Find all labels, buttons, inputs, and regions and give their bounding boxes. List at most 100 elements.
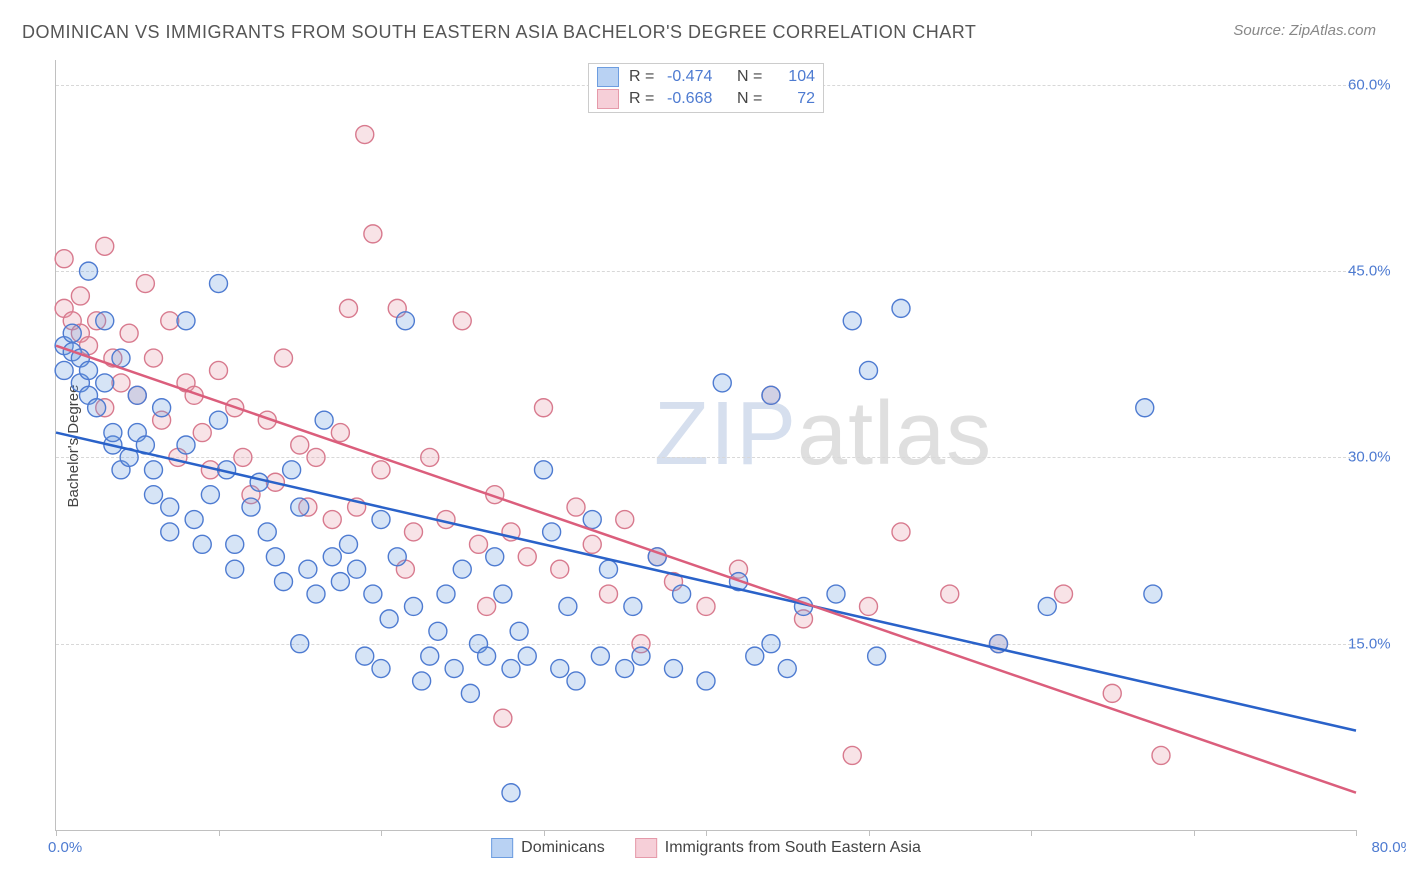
data-point: [518, 548, 536, 566]
data-point: [632, 647, 650, 665]
data-point: [372, 511, 390, 529]
data-point: [843, 312, 861, 330]
data-point: [673, 585, 691, 603]
data-point: [445, 660, 463, 678]
series-legend-seasia: Immigrants from South Eastern Asia: [635, 838, 921, 858]
data-point: [275, 349, 293, 367]
data-point: [502, 784, 520, 802]
legend-n-label: N =: [737, 66, 765, 88]
data-point: [551, 660, 569, 678]
data-point: [892, 299, 910, 317]
data-point: [543, 523, 561, 541]
data-point: [567, 672, 585, 690]
data-point: [275, 573, 293, 591]
data-point: [226, 560, 244, 578]
data-point: [323, 548, 341, 566]
data-point: [405, 523, 423, 541]
data-point: [583, 535, 601, 553]
data-point: [145, 349, 163, 367]
data-point: [762, 386, 780, 404]
chart-svg: [56, 60, 1356, 830]
source-label: Source: ZipAtlas.com: [1233, 22, 1376, 39]
source-prefix: Source:: [1233, 22, 1285, 39]
data-point: [405, 597, 423, 615]
data-point: [307, 585, 325, 603]
data-point: [185, 511, 203, 529]
data-point: [307, 448, 325, 466]
ytick-label: 45.0%: [1348, 263, 1406, 280]
data-point: [291, 635, 309, 653]
data-point: [96, 237, 114, 255]
data-point: [843, 746, 861, 764]
data-point: [128, 386, 146, 404]
data-point: [96, 374, 114, 392]
legend-n-label: N =: [737, 88, 765, 110]
data-point: [396, 312, 414, 330]
data-point: [63, 324, 81, 342]
data-point: [616, 511, 634, 529]
data-point: [1055, 585, 1073, 603]
series-label-seasia: Immigrants from South Eastern Asia: [665, 839, 921, 857]
series-legend-dominicans: Dominicans: [491, 838, 605, 858]
data-point: [697, 597, 715, 615]
correlation-legend: R = -0.474 N = 104 R = -0.668 N = 72: [588, 63, 824, 113]
data-point: [551, 560, 569, 578]
data-point: [453, 560, 471, 578]
data-point: [210, 361, 228, 379]
data-point: [96, 312, 114, 330]
data-point: [388, 548, 406, 566]
legend-r-dominicans: -0.474: [667, 66, 727, 88]
data-point: [145, 461, 163, 479]
data-point: [226, 535, 244, 553]
data-point: [941, 585, 959, 603]
data-point: [600, 585, 618, 603]
plot-area: ZIPatlas 15.0%30.0%45.0%60.0% 0.0% 80.0%…: [55, 60, 1356, 831]
data-point: [827, 585, 845, 603]
data-point: [494, 709, 512, 727]
data-point: [234, 448, 252, 466]
data-point: [478, 647, 496, 665]
data-point: [283, 461, 301, 479]
data-point: [453, 312, 471, 330]
data-point: [892, 523, 910, 541]
data-point: [778, 660, 796, 678]
chart-title: DOMINICAN VS IMMIGRANTS FROM SOUTH EASTE…: [22, 22, 976, 43]
data-point: [55, 250, 73, 268]
data-point: [518, 647, 536, 665]
data-point: [177, 436, 195, 454]
ytick-label: 60.0%: [1348, 76, 1406, 93]
data-point: [112, 349, 130, 367]
data-point: [1038, 597, 1056, 615]
data-point: [860, 597, 878, 615]
data-point: [193, 535, 211, 553]
data-point: [746, 647, 764, 665]
data-point: [583, 511, 601, 529]
data-point: [55, 361, 73, 379]
swatch-seasia: [597, 89, 619, 109]
data-point: [201, 486, 219, 504]
data-point: [1103, 684, 1121, 702]
data-point: [266, 548, 284, 566]
ytick-label: 15.0%: [1348, 635, 1406, 652]
legend-n-seasia: 72: [775, 88, 815, 110]
data-point: [697, 672, 715, 690]
data-point: [153, 399, 171, 417]
data-point: [624, 597, 642, 615]
data-point: [242, 498, 260, 516]
data-point: [250, 473, 268, 491]
data-point: [502, 660, 520, 678]
data-point: [380, 610, 398, 628]
trend-line: [56, 346, 1356, 793]
data-point: [356, 647, 374, 665]
data-point: [421, 647, 439, 665]
data-point: [1136, 399, 1154, 417]
data-point: [486, 548, 504, 566]
data-point: [364, 225, 382, 243]
x-end-label: 80.0%: [1371, 839, 1406, 856]
legend-r-label: R =: [629, 66, 657, 88]
source-name: ZipAtlas.com: [1289, 22, 1376, 39]
swatch-seasia: [635, 838, 657, 858]
data-point: [210, 411, 228, 429]
data-point: [1144, 585, 1162, 603]
data-point: [494, 585, 512, 603]
